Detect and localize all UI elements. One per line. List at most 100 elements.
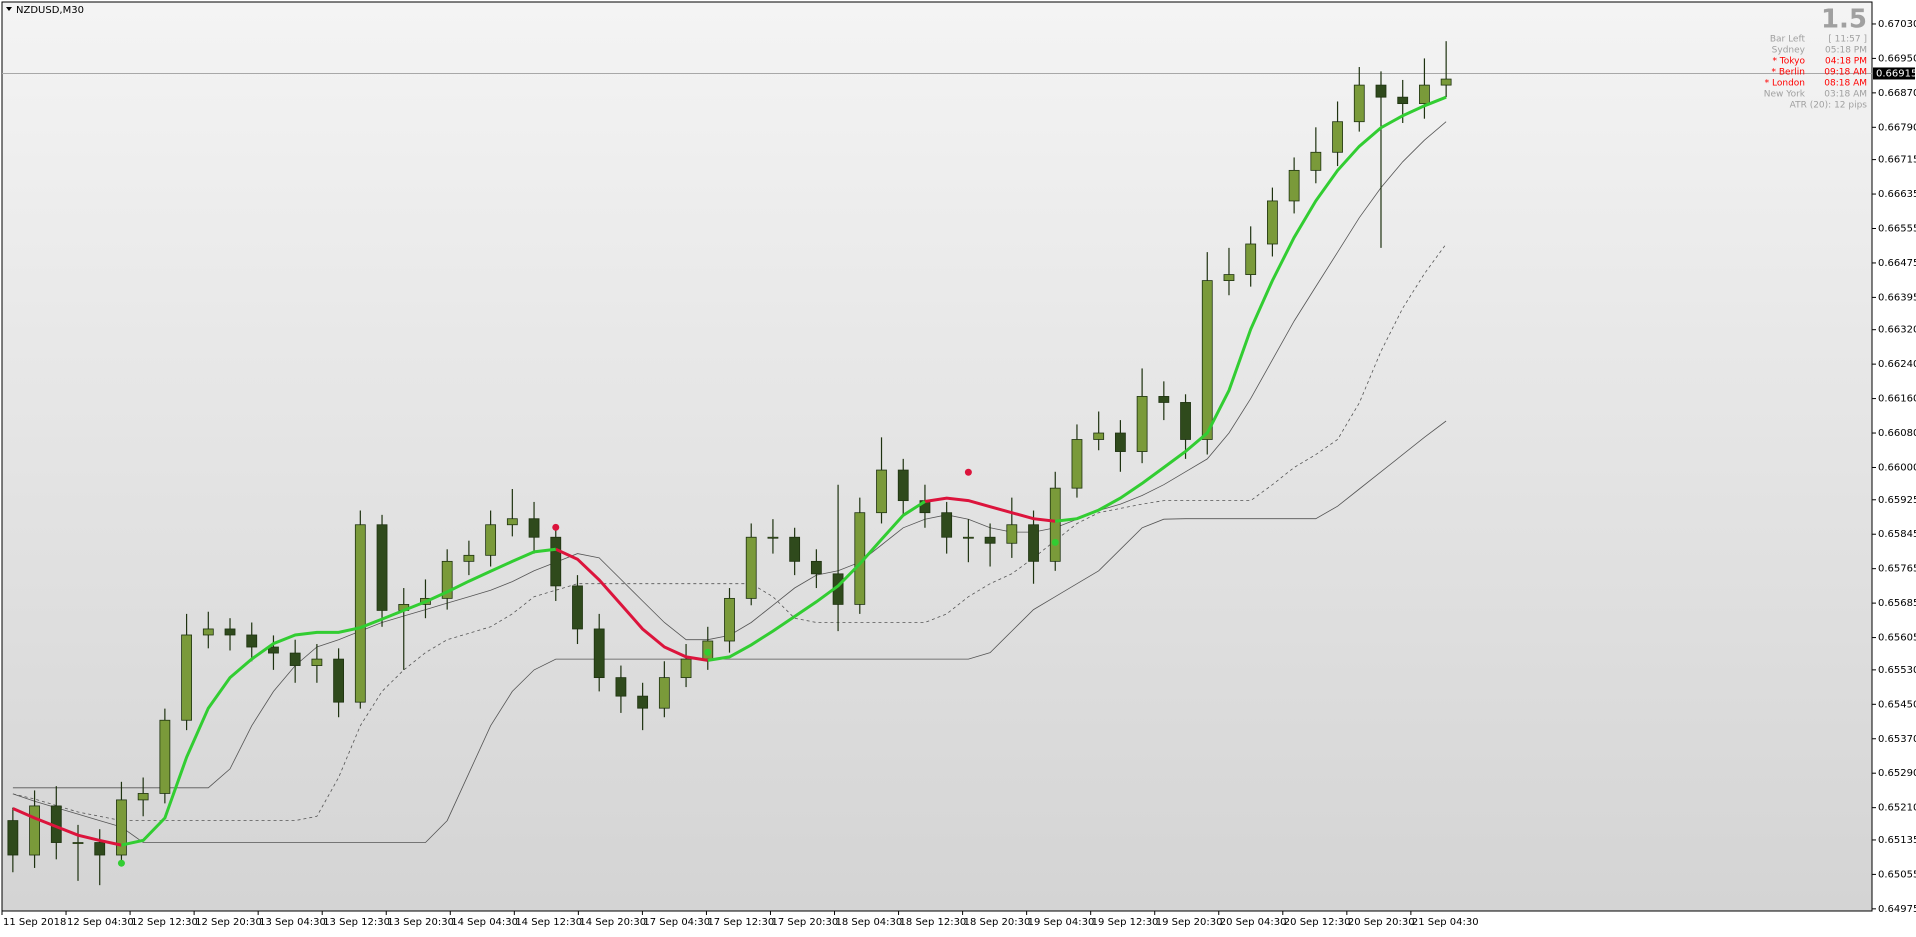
info-value: 04:18 PM bbox=[1825, 57, 1867, 67]
y-tick-label: 0.66555 bbox=[1878, 223, 1916, 234]
y-tick-label: 0.66320 bbox=[1878, 325, 1916, 336]
indicator-line bbox=[12, 496, 1056, 847]
y-tick-label: 0.65685 bbox=[1878, 598, 1916, 609]
price-label-box bbox=[1873, 67, 1915, 80]
signal-dot bbox=[964, 468, 972, 476]
candle-body bbox=[1353, 84, 1365, 123]
y-tick-label: 0.66715 bbox=[1878, 155, 1916, 166]
candle-body bbox=[810, 560, 822, 575]
x-tick-label: 21 Sep 04:30 bbox=[1412, 917, 1479, 928]
info-label: Bar Left bbox=[1770, 35, 1806, 45]
candle-body bbox=[224, 628, 236, 636]
y-tick-label: 0.65055 bbox=[1878, 869, 1916, 880]
indicator-line bbox=[12, 243, 1447, 821]
candle-body bbox=[485, 524, 497, 556]
info-label: * London bbox=[1765, 79, 1805, 89]
plot-area bbox=[1, 1, 1873, 912]
candle-body bbox=[1136, 396, 1148, 452]
info-value: [ 11:57 ] bbox=[1828, 35, 1867, 45]
candle-body bbox=[246, 634, 258, 648]
candle-body bbox=[463, 554, 475, 562]
candle-body bbox=[1093, 432, 1105, 440]
info-label: Sydney bbox=[1772, 46, 1806, 56]
candle-body bbox=[1201, 280, 1213, 440]
info-value: 05:18 PM bbox=[1825, 46, 1867, 56]
candle-body bbox=[724, 597, 735, 642]
signal-dot bbox=[1051, 538, 1059, 546]
candle-body bbox=[876, 469, 887, 514]
x-tick-label: 17 Sep 20:30 bbox=[771, 917, 838, 928]
candle-body bbox=[289, 652, 301, 666]
candle-body bbox=[1375, 84, 1387, 98]
y-tick-label: 0.65135 bbox=[1878, 835, 1916, 846]
x-tick-label: 19 Sep 20:30 bbox=[1156, 917, 1223, 928]
x-tick-label: 20 Sep 20:30 bbox=[1348, 917, 1415, 928]
x-tick-label: 19 Sep 12:30 bbox=[1092, 917, 1159, 928]
candle-body bbox=[528, 518, 540, 538]
info-value: 08:18 AM bbox=[1824, 79, 1867, 89]
candle-body bbox=[376, 524, 388, 611]
candle-body bbox=[72, 842, 84, 844]
x-tick-label: 12 Sep 12:30 bbox=[131, 917, 198, 928]
candle-body bbox=[658, 677, 670, 709]
candle-body bbox=[550, 536, 562, 587]
y-tick-label: 0.66080 bbox=[1878, 428, 1916, 439]
info-label: * Tokyo bbox=[1772, 57, 1805, 67]
x-tick-label: 18 Sep 20:30 bbox=[964, 917, 1031, 928]
x-tick-label: 20 Sep 04:30 bbox=[1220, 917, 1287, 928]
y-tick-label: 0.64975 bbox=[1878, 904, 1916, 915]
y-tick-label: 0.65450 bbox=[1878, 699, 1916, 710]
y-tick-label: 0.65925 bbox=[1878, 495, 1916, 506]
candle-body bbox=[7, 820, 19, 856]
candle-body bbox=[116, 799, 127, 856]
x-tick-label: 13 Sep 04:30 bbox=[259, 917, 326, 928]
candle-body bbox=[1440, 78, 1452, 86]
x-tick-label: 19 Sep 04:30 bbox=[1028, 917, 1095, 928]
y-tick-label: 0.66395 bbox=[1878, 292, 1916, 303]
candle-body bbox=[1071, 439, 1083, 489]
x-tick-label: 14 Sep 12:30 bbox=[515, 917, 582, 928]
info-value: 03:18 AM bbox=[1824, 90, 1867, 100]
y-tick-label: 0.66160 bbox=[1878, 394, 1916, 405]
candle-body bbox=[962, 536, 974, 539]
candle-body bbox=[680, 658, 692, 679]
x-tick-label: 12 Sep 20:30 bbox=[195, 917, 262, 928]
indicator-line bbox=[12, 420, 1447, 843]
candle-body bbox=[1310, 151, 1322, 171]
candle-body bbox=[311, 658, 323, 666]
signal-dot bbox=[552, 523, 560, 531]
y-tick-label: 0.65370 bbox=[1878, 734, 1916, 745]
y-tick-label: 0.66000 bbox=[1878, 462, 1916, 473]
y-tick-label: 0.66240 bbox=[1878, 359, 1916, 370]
info-big: 1.5 bbox=[1821, 5, 1867, 35]
y-tick-label: 0.66790 bbox=[1878, 122, 1916, 133]
y-tick-label: 0.65530 bbox=[1878, 665, 1916, 676]
candle-body bbox=[1158, 396, 1170, 403]
x-tick-label: 17 Sep 04:30 bbox=[643, 917, 710, 928]
signal-dot bbox=[117, 859, 125, 867]
candle-body bbox=[1028, 524, 1039, 562]
y-tick-label: 0.65765 bbox=[1878, 564, 1916, 575]
chart-title: NZDUSD,M30 bbox=[16, 5, 84, 16]
candle-body bbox=[29, 805, 40, 856]
candle-body bbox=[1397, 96, 1409, 105]
candle-body bbox=[593, 628, 605, 679]
candle-body bbox=[941, 512, 953, 538]
y-tick-label: 0.66475 bbox=[1878, 258, 1916, 269]
x-tick-label: 14 Sep 04:30 bbox=[451, 917, 518, 928]
candle-body bbox=[1332, 121, 1343, 153]
x-tick-label: 12 Sep 04:30 bbox=[67, 917, 134, 928]
x-tick-label: 18 Sep 04:30 bbox=[836, 917, 903, 928]
y-tick-label: 0.65290 bbox=[1878, 768, 1916, 779]
candle-body bbox=[1419, 84, 1430, 105]
x-tick-label: 17 Sep 12:30 bbox=[707, 917, 774, 928]
candle-body bbox=[637, 695, 649, 709]
candle-body bbox=[745, 536, 757, 599]
candle-body bbox=[94, 842, 106, 856]
menu-arrow[interactable] bbox=[6, 7, 12, 11]
info-atr: ATR (20): 12 pips bbox=[1790, 101, 1868, 111]
candle-body bbox=[1049, 487, 1061, 562]
indicator-line bbox=[121, 95, 1447, 847]
